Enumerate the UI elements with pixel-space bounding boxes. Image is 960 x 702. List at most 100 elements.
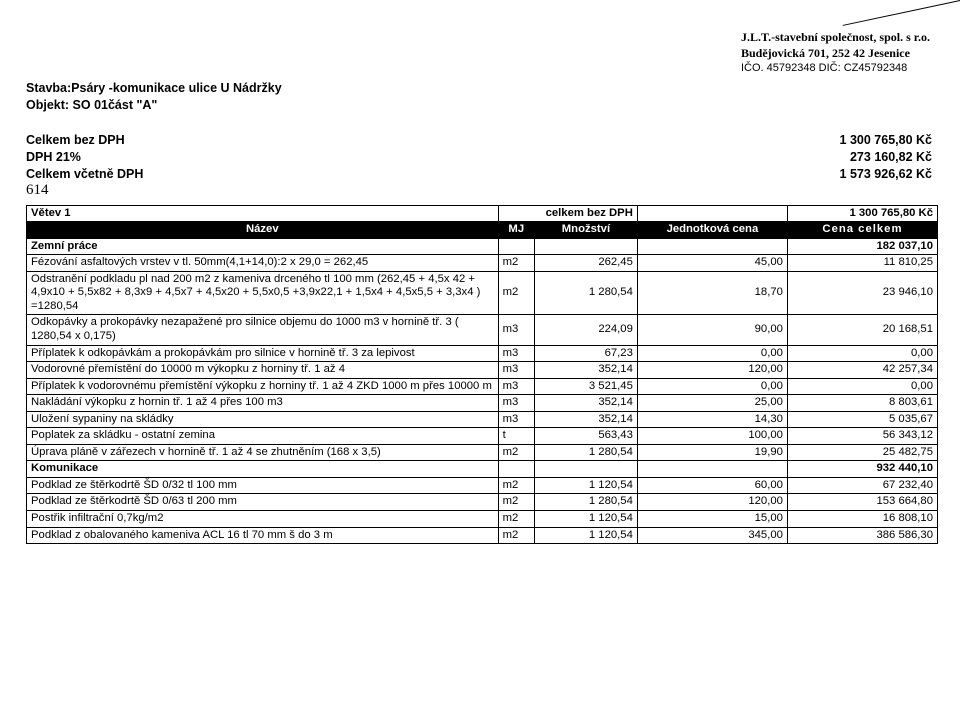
table-row: Uložení sypaniny na skládkym3352,1414,30… (27, 411, 938, 428)
empty-cell (535, 238, 638, 255)
table-row: Odstranění podkladu pl nad 200 m2 z kame… (27, 271, 938, 315)
table-row: Poplatek za skládku - ostatní zeminat563… (27, 428, 938, 445)
item-unit: 0,00 (637, 378, 787, 395)
section-total: 932 440,10 (787, 461, 937, 478)
item-unit: 120,00 (637, 362, 787, 379)
item-name: Postřik infiltrační 0,7kg/m2 (27, 511, 499, 528)
item-qty: 1 120,54 (535, 477, 638, 494)
item-total: 23 946,10 (787, 271, 937, 315)
item-qty: 1 280,54 (535, 494, 638, 511)
item-name: Podklad ze štěrkodrtě ŠD 0/32 tl 100 mm (27, 477, 499, 494)
item-unit: 18,70 (637, 271, 787, 315)
item-qty: 1 280,54 (535, 271, 638, 315)
item-mj: m3 (498, 345, 534, 362)
branch-label-1: Větev 1 (27, 205, 499, 222)
item-unit: 45,00 (637, 255, 787, 272)
item-total: 5 035,67 (787, 411, 937, 428)
item-name: Uložení sypaniny na skládky (27, 411, 499, 428)
project-line-2: Objekt: SO 01část "A" (26, 97, 938, 114)
total-label-2: DPH 21% (26, 149, 143, 166)
table-row: Podklad ze štěrkodrtě ŠD 0/63 tl 200 mmm… (27, 494, 938, 511)
item-qty: 352,14 (535, 411, 638, 428)
item-unit: 60,00 (637, 477, 787, 494)
empty-cell (498, 461, 534, 478)
item-total: 42 257,34 (787, 362, 937, 379)
table-row: Příplatek k vodorovnému přemístění výkop… (27, 378, 938, 395)
item-qty: 262,45 (535, 255, 638, 272)
company-name: J.L.T.-stavební společnost, spol. s r.o. (741, 30, 930, 46)
item-total: 8 803,61 (787, 395, 937, 412)
item-qty: 3 521,45 (535, 378, 638, 395)
table-row: Vodorovné přemístění do 10000 m výkopku … (27, 362, 938, 379)
item-mj: m2 (498, 511, 534, 528)
empty-cell (637, 238, 787, 255)
total-label-1: Celkem bez DPH (26, 132, 143, 149)
item-mj: m3 (498, 362, 534, 379)
item-name: Příplatek k vodorovnému přemístění výkop… (27, 378, 499, 395)
item-qty: 563,43 (535, 428, 638, 445)
table-row: Fézování asfaltových vrstev v tl. 50mm(4… (27, 255, 938, 272)
table-row: Příplatek k odkopávkám a prokopávkám pro… (27, 345, 938, 362)
total-value-1: 1 300 765,80 Kč (840, 132, 932, 149)
table-row: Odkopávky a prokopávky nezapažené pro si… (27, 315, 938, 345)
item-name: Nakládání výkopku z hornin tř. 1 až 4 př… (27, 395, 499, 412)
item-qty: 352,14 (535, 395, 638, 412)
item-total: 0,00 (787, 345, 937, 362)
item-mj: m2 (498, 444, 534, 461)
branch-empty (637, 205, 787, 222)
empty-cell (535, 461, 638, 478)
company-addr: Budějovická 701, 252 42 Jesenice (741, 46, 930, 62)
col-qty: Množství (535, 222, 638, 239)
item-mj: m2 (498, 494, 534, 511)
item-unit: 345,00 (637, 527, 787, 544)
totals-block: Celkem bez DPH DPH 21% Celkem včetně DPH… (26, 132, 938, 201)
item-unit: 19,90 (637, 444, 787, 461)
branch-label-2: celkem bez DPH (498, 205, 637, 222)
item-name: Příplatek k odkopávkám a prokopávkám pro… (27, 345, 499, 362)
col-name: Název (27, 222, 499, 239)
item-total: 67 232,40 (787, 477, 937, 494)
table-row: Podklad ze štěrkodrtě ŠD 0/32 tl 100 mmm… (27, 477, 938, 494)
section-total: 182 037,10 (787, 238, 937, 255)
columns-row: Název MJ Množství Jednotková cena Cena c… (27, 222, 938, 239)
item-mj: m3 (498, 411, 534, 428)
item-qty: 1 280,54 (535, 444, 638, 461)
item-unit: 14,30 (637, 411, 787, 428)
col-unit: Jednotková cena (637, 222, 787, 239)
item-unit: 15,00 (637, 511, 787, 528)
table-row: Podklad z obalovaného kameniva ACL 16 tl… (27, 527, 938, 544)
section-name: Komunikace (27, 461, 499, 478)
item-total: 153 664,80 (787, 494, 937, 511)
item-total: 11 810,25 (787, 255, 937, 272)
item-name: Podklad z obalovaného kameniva ACL 16 tl… (27, 527, 499, 544)
item-name: Odkopávky a prokopávky nezapažené pro si… (27, 315, 499, 345)
item-total: 16 808,10 (787, 511, 937, 528)
item-unit: 90,00 (637, 315, 787, 345)
branch-total: 1 300 765,80 Kč (787, 205, 937, 222)
item-total: 20 168,51 (787, 315, 937, 345)
table-row: Úprava pláně v zářezech v hornině tř. 1 … (27, 444, 938, 461)
item-name: Podklad ze štěrkodrtě ŠD 0/63 tl 200 mm (27, 494, 499, 511)
item-mj: m2 (498, 255, 534, 272)
item-mj: t (498, 428, 534, 445)
item-name: Poplatek za skládku - ostatní zemina (27, 428, 499, 445)
table-row: Zemní práce182 037,10 (27, 238, 938, 255)
total-value-2: 273 160,82 Kč (840, 149, 932, 166)
item-mj: m3 (498, 378, 534, 395)
item-total: 56 343,12 (787, 428, 937, 445)
empty-cell (637, 461, 787, 478)
item-qty: 1 120,54 (535, 511, 638, 528)
item-mj: m3 (498, 315, 534, 345)
table-row: Komunikace 932 440,10 (27, 461, 938, 478)
item-mj: m3 (498, 395, 534, 412)
item-total: 0,00 (787, 378, 937, 395)
item-unit: 100,00 (637, 428, 787, 445)
empty-cell (498, 238, 534, 255)
item-unit: 120,00 (637, 494, 787, 511)
item-name: Fézování asfaltových vrstev v tl. 50mm(4… (27, 255, 499, 272)
handwritten-note: 614 (26, 180, 143, 200)
item-name: Úprava pláně v zářezech v hornině tř. 1 … (27, 444, 499, 461)
item-unit: 25,00 (637, 395, 787, 412)
item-qty: 352,14 (535, 362, 638, 379)
branch-row: Větev 1 celkem bez DPH 1 300 765,80 Kč (27, 205, 938, 222)
